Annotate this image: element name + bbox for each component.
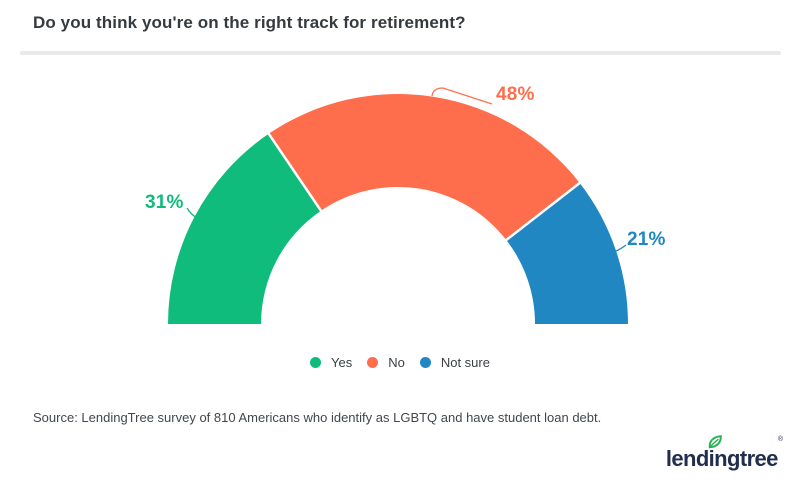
title-divider bbox=[20, 51, 781, 55]
chart-title: Do you think you're on the right track f… bbox=[33, 13, 466, 32]
value-label-yes: 31% bbox=[145, 192, 184, 213]
segment-separator bbox=[504, 181, 582, 242]
callout-line-yes bbox=[186, 207, 201, 221]
leaf-icon bbox=[708, 435, 722, 449]
lendingtree-logo: lendingtree ® bbox=[666, 434, 783, 474]
value-label-not-sure: 21% bbox=[627, 229, 666, 250]
legend-dot-not-sure bbox=[419, 357, 431, 368]
legend-dot-yes bbox=[310, 357, 321, 368]
legend-item-yes: Yes bbox=[310, 355, 352, 370]
callout-line-no bbox=[431, 87, 493, 105]
legend-label-yes: Yes bbox=[331, 355, 353, 370]
value-label-no: 48% bbox=[496, 84, 535, 105]
legend-dot-no bbox=[367, 357, 379, 368]
registered-mark: ® bbox=[777, 436, 783, 443]
legend-item-not-sure: Not sure bbox=[419, 355, 490, 370]
donut-segment-no bbox=[268, 94, 580, 241]
donut-segment-not-sure bbox=[506, 183, 628, 324]
logo-wordmark: lendingtree bbox=[665, 446, 779, 471]
legend-label-no: No bbox=[388, 355, 405, 370]
callout-line-not-sure bbox=[610, 244, 627, 254]
legend-item-no: No bbox=[367, 355, 405, 370]
legend-label-not-sure: Not sure bbox=[440, 355, 490, 370]
segment-separator bbox=[267, 132, 323, 213]
donut-segments bbox=[168, 94, 628, 324]
chart-legend: Yes No Not sure bbox=[0, 355, 800, 370]
source-note: Source: LendingTree survey of 810 Americ… bbox=[33, 410, 602, 425]
donut-segment-yes bbox=[168, 133, 321, 324]
